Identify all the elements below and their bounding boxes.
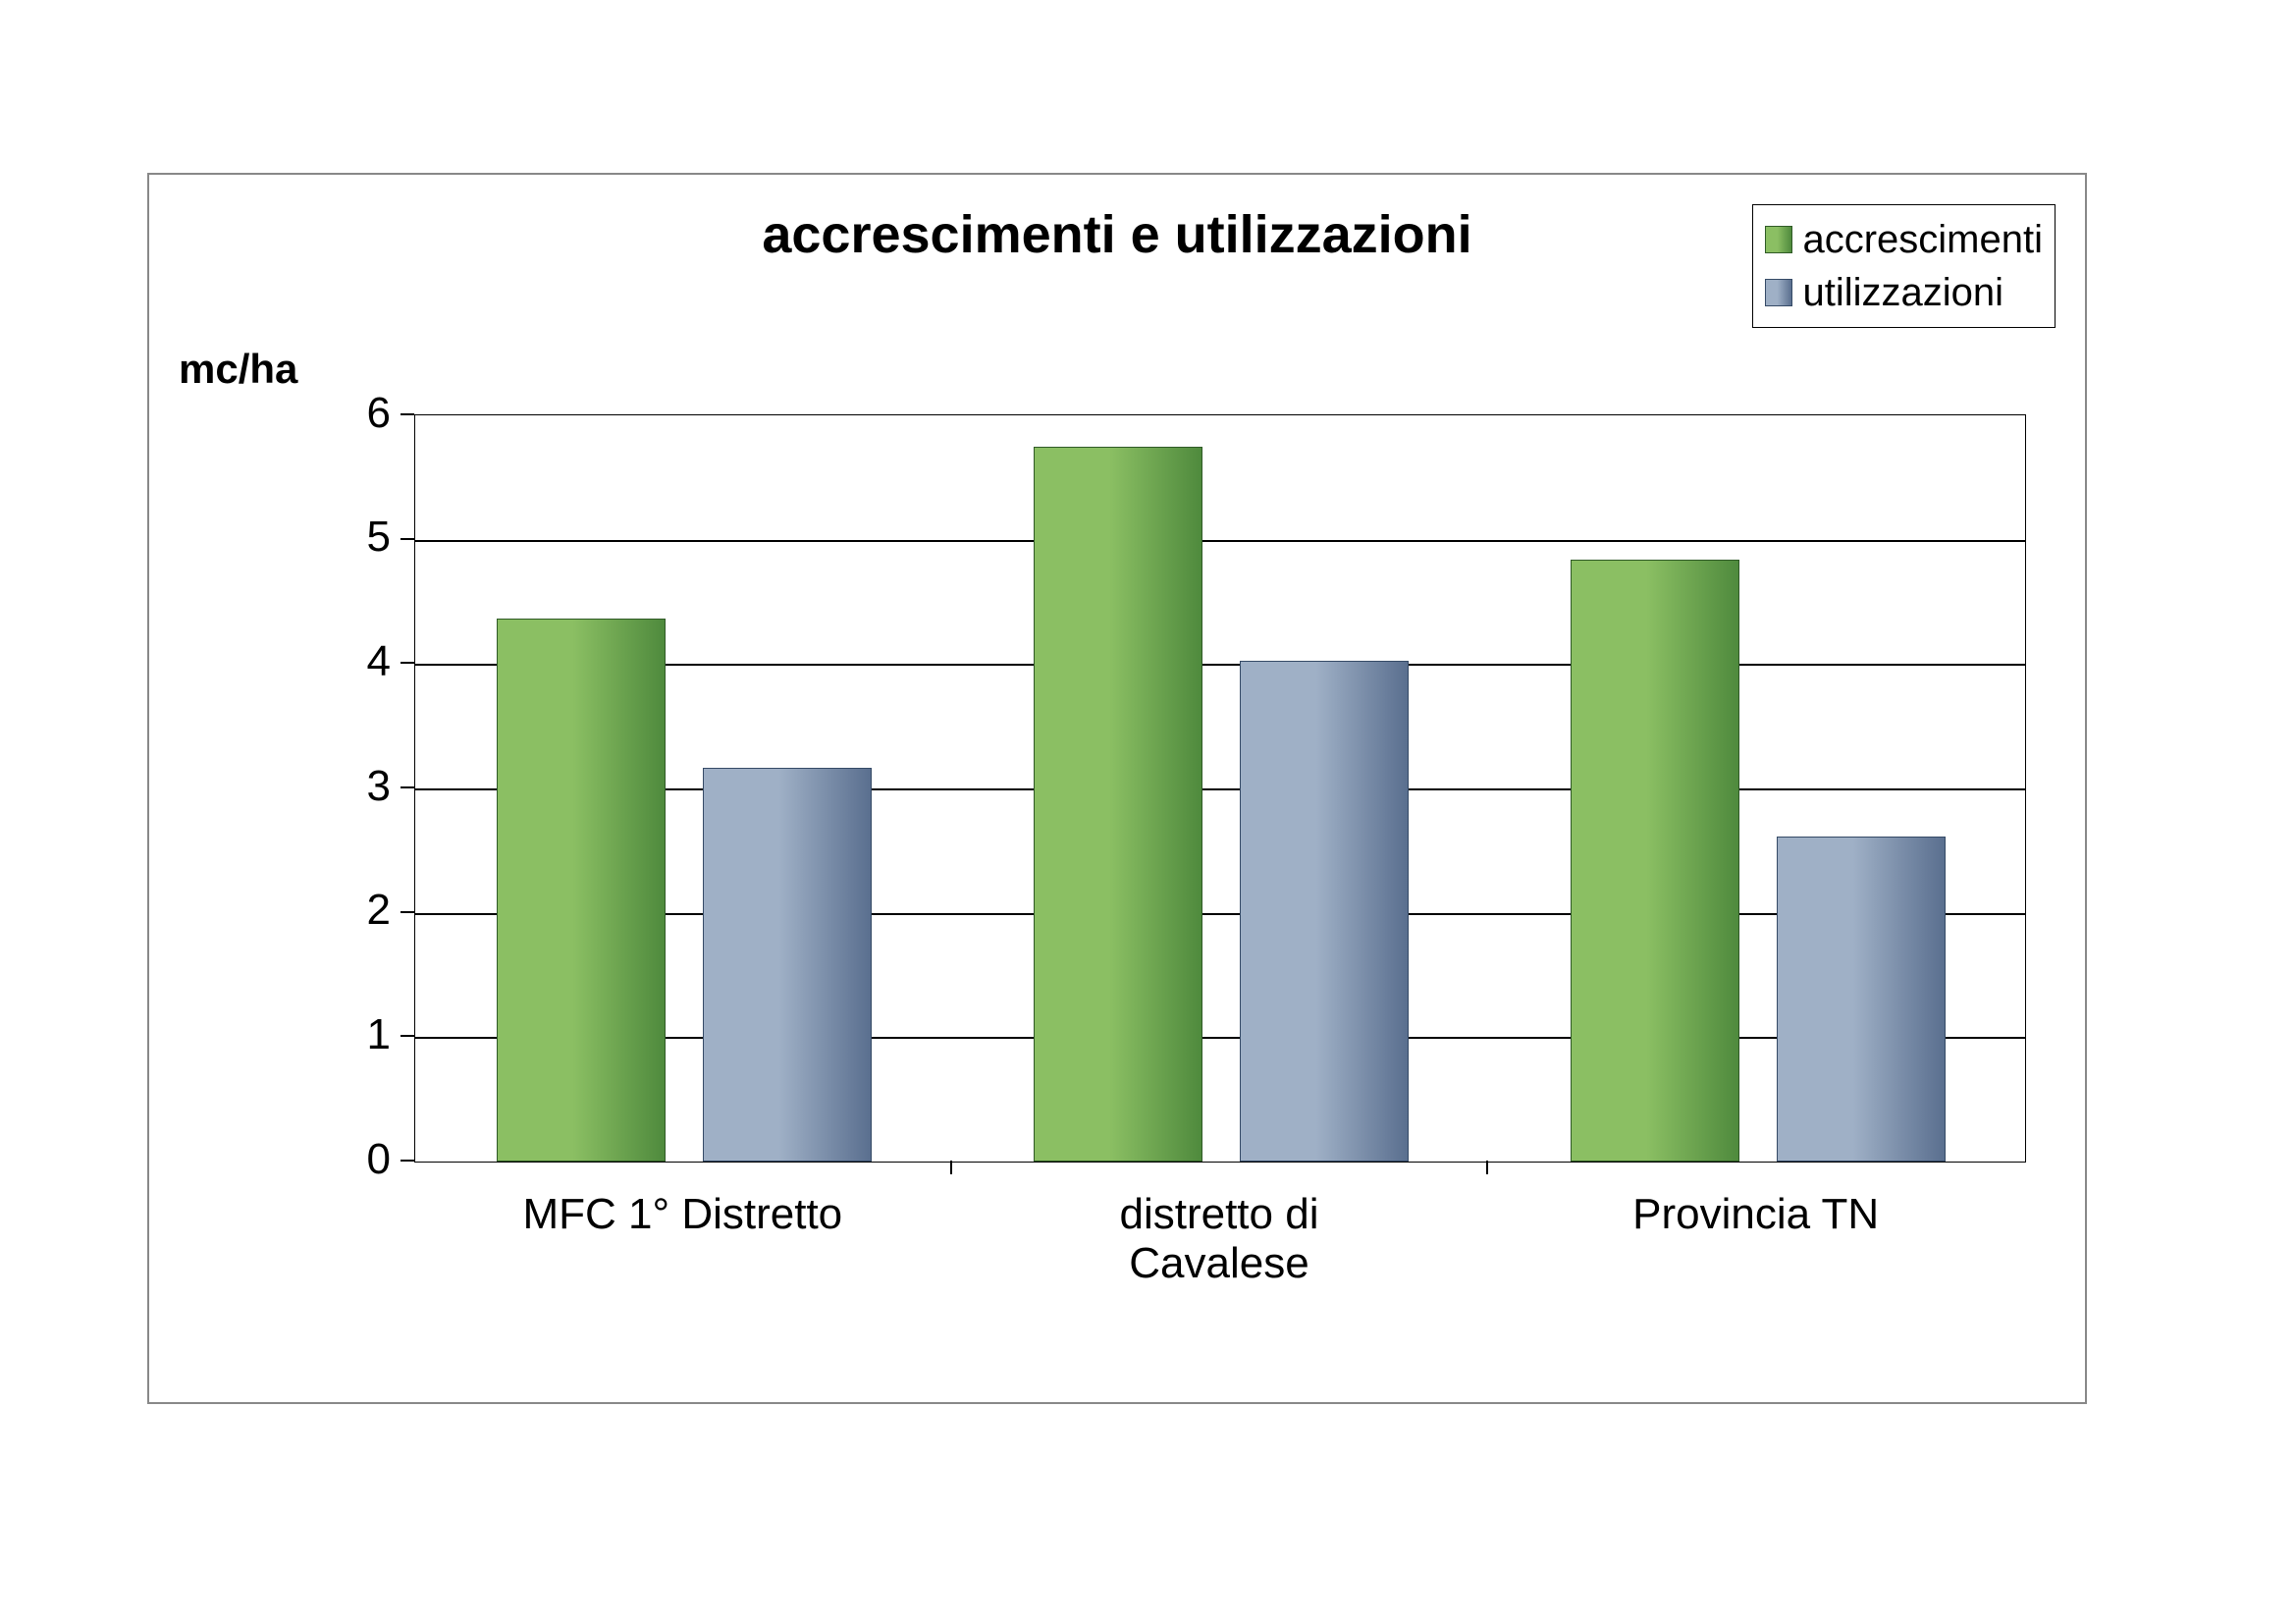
- xtick-label: Provincia TN: [1487, 1190, 2024, 1239]
- legend-item: accrescimenti: [1765, 213, 2043, 266]
- legend-label: accrescimenti: [1802, 213, 2043, 266]
- legend-swatch: [1765, 279, 1792, 306]
- ytick-label: 3: [322, 762, 391, 811]
- ytick-label: 5: [322, 513, 391, 562]
- ytick-mark: [400, 538, 414, 540]
- legend-swatch: [1765, 226, 1792, 253]
- bar-utilizzazioni: [1240, 661, 1409, 1162]
- ytick-mark: [400, 1035, 414, 1037]
- bar-accrescimenti: [497, 619, 666, 1162]
- chart-frame: accrescimenti e utilizzazioni mc/ha accr…: [147, 173, 2087, 1404]
- legend-label: utilizzazioni: [1802, 266, 2003, 319]
- gridline: [415, 540, 2025, 542]
- ytick-mark: [400, 911, 414, 913]
- ytick-label: 4: [322, 637, 391, 686]
- bar-accrescimenti: [1034, 447, 1202, 1162]
- legend: accrescimentiutilizzazioni: [1752, 204, 2056, 328]
- page: accrescimenti e utilizzazioni mc/ha accr…: [0, 0, 2296, 1624]
- xtick-label: distretto diCavalese: [951, 1190, 1488, 1288]
- bar-accrescimenti: [1571, 560, 1739, 1162]
- ytick-mark: [400, 1160, 414, 1162]
- xtick-label: MFC 1° Distretto: [414, 1190, 951, 1239]
- y-unit-label: mc/ha: [179, 346, 297, 393]
- ytick-label: 2: [322, 886, 391, 935]
- xtick-mark: [1486, 1161, 1488, 1174]
- ytick-label: 0: [322, 1135, 391, 1184]
- ytick-mark: [400, 662, 414, 664]
- ytick-mark: [400, 413, 414, 415]
- ytick-label: 1: [322, 1010, 391, 1059]
- xtick-mark: [950, 1161, 952, 1174]
- ytick-label: 6: [322, 389, 391, 438]
- bar-utilizzazioni: [703, 768, 872, 1162]
- legend-item: utilizzazioni: [1765, 266, 2043, 319]
- plot-area: [414, 414, 2026, 1163]
- bar-utilizzazioni: [1777, 837, 1946, 1162]
- ytick-mark: [400, 786, 414, 788]
